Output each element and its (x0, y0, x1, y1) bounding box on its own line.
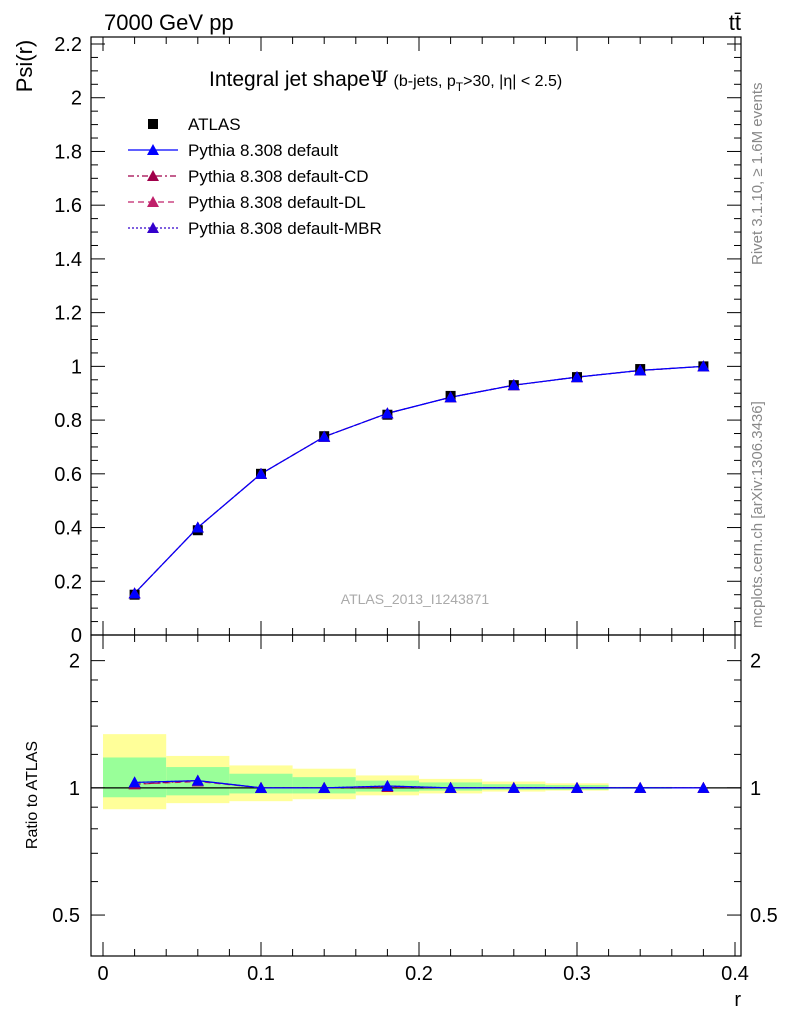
ratio-point-1 (634, 781, 647, 793)
main-ytick-label: 0.4 (54, 518, 82, 540)
ratio-point-1 (255, 781, 267, 793)
xtick-label: 0.2 (405, 963, 433, 985)
ratio-series (128, 774, 710, 793)
title-cuts-sub: T (456, 80, 464, 94)
mc-point-1 (381, 407, 394, 419)
legend-label: Pythia 8.308 default-CD (188, 167, 369, 186)
ratio-ytick-label-right: 2 (750, 651, 761, 673)
ratio-line-1 (134, 780, 704, 789)
main-ytick-labels: 0 0.2 0.4 0.6 0.8 1 1.2 1.4 1.6 1.8 2 2.2 (54, 34, 82, 647)
main-ytick-label: 1.2 (54, 303, 82, 325)
legend-label: Pythia 8.308 default-MBR (188, 219, 382, 238)
legend-label: ATLAS (188, 115, 241, 134)
ratio-ytick-label-right: 1 (750, 778, 761, 800)
main-line-4 (134, 365, 704, 594)
main-line-1 (134, 365, 704, 594)
mc-point-1 (128, 587, 141, 599)
ratio-ticks (91, 635, 741, 956)
mc-point-1 (507, 379, 520, 391)
main-series (128, 360, 710, 600)
ratio-bands (91, 734, 741, 810)
main-ytick-label: 0.8 (54, 410, 82, 432)
ratio-ytick-label: 2 (69, 651, 80, 673)
ratio-ytick-label-right: 0.5 (750, 905, 778, 927)
main-ytick-label: 2 (71, 88, 82, 110)
xtick-label: 0.3 (563, 963, 591, 985)
legend: ATLAS Pythia 8.308 default Pythia 8.308 de… (128, 115, 382, 238)
ratio-panel: 0.5 0.51 12 2 0 0.1 0.2 0.3 0.4 Ratio to ATLAS … (24, 634, 778, 1011)
main-ytick-label: 1.4 (54, 249, 82, 271)
rivet-label: Rivet 3.1.10, ≥ 1.6M events (749, 83, 766, 266)
mcplots-label: mcplots.cern.ch [arXiv:1306.3436] (749, 401, 766, 628)
main-panel: 0 0.2 0.4 0.6 0.8 1 1.2 1.4 1.6 1.8 2 2.2 Psi(r) In… (12, 34, 742, 647)
mc-point-1 (634, 364, 647, 376)
mc-point-1 (697, 360, 710, 372)
xlabel: r (734, 989, 741, 1011)
legend-marker-4 (147, 222, 159, 233)
main-ylabel: Psi(r) (12, 40, 37, 93)
main-ytick-label: 0.2 (54, 571, 82, 593)
legend-label: Pythia 8.308 default-DL (188, 193, 366, 212)
ratio-point-1 (381, 780, 394, 792)
ratio-ytick-label: 1 (69, 778, 80, 800)
xtick-label: 0 (97, 963, 108, 985)
legend-marker-3 (147, 196, 159, 207)
main-ytick-label: 2.2 (54, 34, 82, 56)
title-cuts-post: >30, |η| < 2.5) (463, 73, 562, 90)
legend-label: Pythia 8.308 default (188, 141, 339, 160)
main-line-3 (134, 365, 704, 594)
main-line-2 (134, 365, 704, 594)
main-ytick-label: 1.8 (54, 141, 82, 163)
ratio-ytick-labels: 0.5 0.5 1 1 2 2 (52, 651, 778, 927)
main-ytick-label: 0 (71, 625, 82, 647)
analysis-watermark: ATLAS_2013_I1243871 (341, 591, 490, 607)
ratio-point-1 (444, 781, 457, 793)
ratio-point-1 (507, 781, 520, 793)
mc-point-1 (318, 430, 331, 442)
ratio-ytick-label: 0.5 (52, 905, 80, 927)
legend-marker-atlas (148, 119, 158, 129)
header-left: 7000 GeV pp (104, 10, 234, 35)
title-cuts-pre: (b-jets, p (394, 73, 456, 90)
main-ytick-label: 1 (71, 356, 82, 378)
title-symbol: Ψ (370, 67, 388, 91)
main-ytick-label: 1.6 (54, 195, 82, 217)
mc-point-1 (571, 371, 583, 383)
legend-marker-2 (147, 170, 159, 181)
ratio-point-1 (318, 781, 331, 793)
ratio-point-1 (697, 781, 710, 793)
mc-point-1 (444, 391, 457, 403)
main-ytick-label: 0.6 (54, 464, 82, 486)
xtick-label: 0.4 (721, 963, 749, 985)
xtick-label: 0.1 (247, 963, 275, 985)
chart-title: Integral jet shapeΨ (b-jets, pT>30, |η| <… (209, 67, 562, 94)
ratio-ylabel: Ratio to ATLAS (24, 741, 41, 849)
header-right: tt̄ (729, 10, 741, 35)
ratio-frame (90, 634, 742, 957)
mc-point-1 (255, 467, 267, 479)
ratio-point-1 (571, 781, 583, 793)
legend-marker-1 (147, 144, 159, 155)
xtick-labels: 0 0.1 0.2 0.3 0.4 (97, 963, 748, 985)
ratio-point-1 (191, 774, 204, 786)
main-ticks (91, 37, 741, 636)
ratio-point-1 (128, 776, 141, 788)
mc-point-1 (191, 521, 204, 533)
title-main: Integral jet shape (209, 68, 370, 91)
